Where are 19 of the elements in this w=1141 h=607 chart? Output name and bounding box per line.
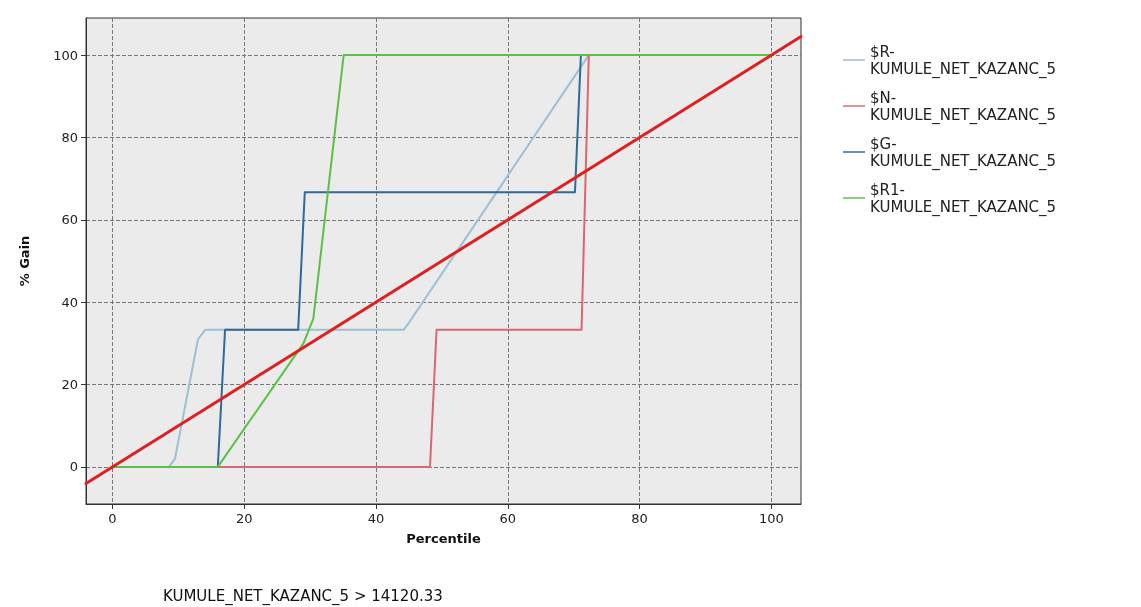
x-tick-label: 100 (758, 511, 784, 526)
x-tick-label: 0 (108, 511, 117, 526)
x-tick-label: 20 (235, 511, 253, 526)
x-tick-label: 80 (631, 511, 648, 526)
legend-label: $N-KUMULE_NET_KAZANC_5 (870, 88, 1057, 125)
x-tick-label: 40 (367, 511, 385, 526)
y-tick-label: 80 (61, 129, 78, 145)
y-tick-label: 60 (61, 212, 78, 228)
y-tick-label: 20 (61, 377, 78, 393)
y-tick-label: 0 (69, 459, 78, 475)
legend-label: $G-KUMULE_NET_KAZANC_5 (870, 134, 1057, 171)
x-tick-label: 60 (499, 511, 517, 526)
y-axis-title: % Gain (17, 235, 32, 287)
x-axis-title: Percentile (406, 531, 481, 546)
legend-label: $R-KUMULE_NET_KAZANC_5 (870, 42, 1057, 79)
legend-label: $R1-KUMULE_NET_KAZANC_5 (870, 180, 1057, 217)
y-tick-label: 40 (61, 294, 78, 310)
text: KUMULE_NET_KAZANC_5 > 14120.33 (163, 586, 443, 606)
y-tick-label: 100 (53, 47, 78, 63)
